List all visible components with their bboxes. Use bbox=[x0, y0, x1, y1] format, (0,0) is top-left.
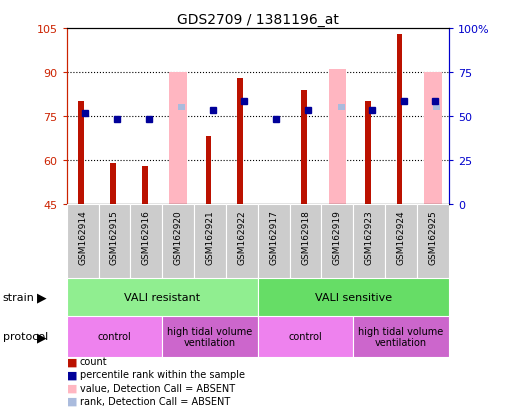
Text: VALI sensitive: VALI sensitive bbox=[315, 292, 392, 302]
Text: GSM162919: GSM162919 bbox=[333, 210, 342, 264]
Bar bbox=[142, 166, 148, 204]
Bar bbox=[417, 204, 449, 279]
Text: GSM162914: GSM162914 bbox=[78, 210, 87, 264]
Text: ■: ■ bbox=[67, 396, 77, 406]
Bar bbox=[78, 102, 84, 204]
Bar bbox=[98, 204, 130, 279]
Bar bbox=[329, 70, 346, 204]
Text: VALI resistant: VALI resistant bbox=[124, 292, 200, 302]
Text: ■: ■ bbox=[67, 370, 77, 380]
Text: GSM162916: GSM162916 bbox=[142, 210, 151, 264]
Text: percentile rank within the sample: percentile rank within the sample bbox=[80, 370, 245, 380]
Bar bbox=[258, 316, 353, 357]
Text: GSM162921: GSM162921 bbox=[206, 210, 214, 264]
Bar bbox=[433, 105, 440, 111]
Text: GSM162918: GSM162918 bbox=[301, 210, 310, 264]
Text: GSM162917: GSM162917 bbox=[269, 210, 278, 264]
Bar bbox=[365, 102, 370, 204]
Text: control: control bbox=[97, 332, 131, 342]
Bar bbox=[67, 279, 258, 316]
Title: GDS2709 / 1381196_at: GDS2709 / 1381196_at bbox=[177, 12, 339, 26]
Bar bbox=[353, 316, 449, 357]
Bar bbox=[290, 204, 322, 279]
Text: GSM162920: GSM162920 bbox=[174, 210, 183, 264]
Bar bbox=[179, 105, 186, 111]
Bar bbox=[130, 204, 162, 279]
Bar bbox=[238, 78, 243, 204]
Text: high tidal volume
ventilation: high tidal volume ventilation bbox=[167, 326, 252, 347]
Text: value, Detection Call = ABSENT: value, Detection Call = ABSENT bbox=[80, 383, 234, 393]
Text: ■: ■ bbox=[67, 356, 77, 366]
Bar bbox=[258, 279, 449, 316]
Text: ▶: ▶ bbox=[37, 330, 47, 343]
Text: strain: strain bbox=[3, 292, 34, 302]
Text: GSM162923: GSM162923 bbox=[365, 210, 374, 264]
Bar bbox=[67, 204, 98, 279]
Bar bbox=[301, 90, 307, 204]
Bar bbox=[338, 105, 345, 111]
Text: GSM162915: GSM162915 bbox=[110, 210, 119, 264]
Bar bbox=[322, 204, 353, 279]
Bar bbox=[206, 137, 211, 204]
Text: GSM162922: GSM162922 bbox=[238, 210, 246, 264]
Bar bbox=[226, 204, 258, 279]
Bar bbox=[169, 73, 187, 204]
Bar bbox=[424, 73, 442, 204]
Text: rank, Detection Call = ABSENT: rank, Detection Call = ABSENT bbox=[80, 396, 230, 406]
Bar bbox=[194, 204, 226, 279]
Text: high tidal volume
ventilation: high tidal volume ventilation bbox=[359, 326, 444, 347]
Bar bbox=[385, 204, 417, 279]
Bar bbox=[397, 35, 402, 204]
Text: count: count bbox=[80, 356, 107, 366]
Text: ▶: ▶ bbox=[37, 291, 47, 304]
Bar bbox=[353, 204, 385, 279]
Text: ■: ■ bbox=[67, 383, 77, 393]
Text: control: control bbox=[289, 332, 323, 342]
Bar bbox=[110, 164, 116, 204]
Bar bbox=[67, 316, 162, 357]
Bar bbox=[258, 204, 290, 279]
Text: GSM162925: GSM162925 bbox=[428, 210, 438, 264]
Bar bbox=[162, 316, 258, 357]
Bar bbox=[162, 204, 194, 279]
Text: GSM162924: GSM162924 bbox=[397, 210, 406, 264]
Text: protocol: protocol bbox=[3, 332, 48, 342]
